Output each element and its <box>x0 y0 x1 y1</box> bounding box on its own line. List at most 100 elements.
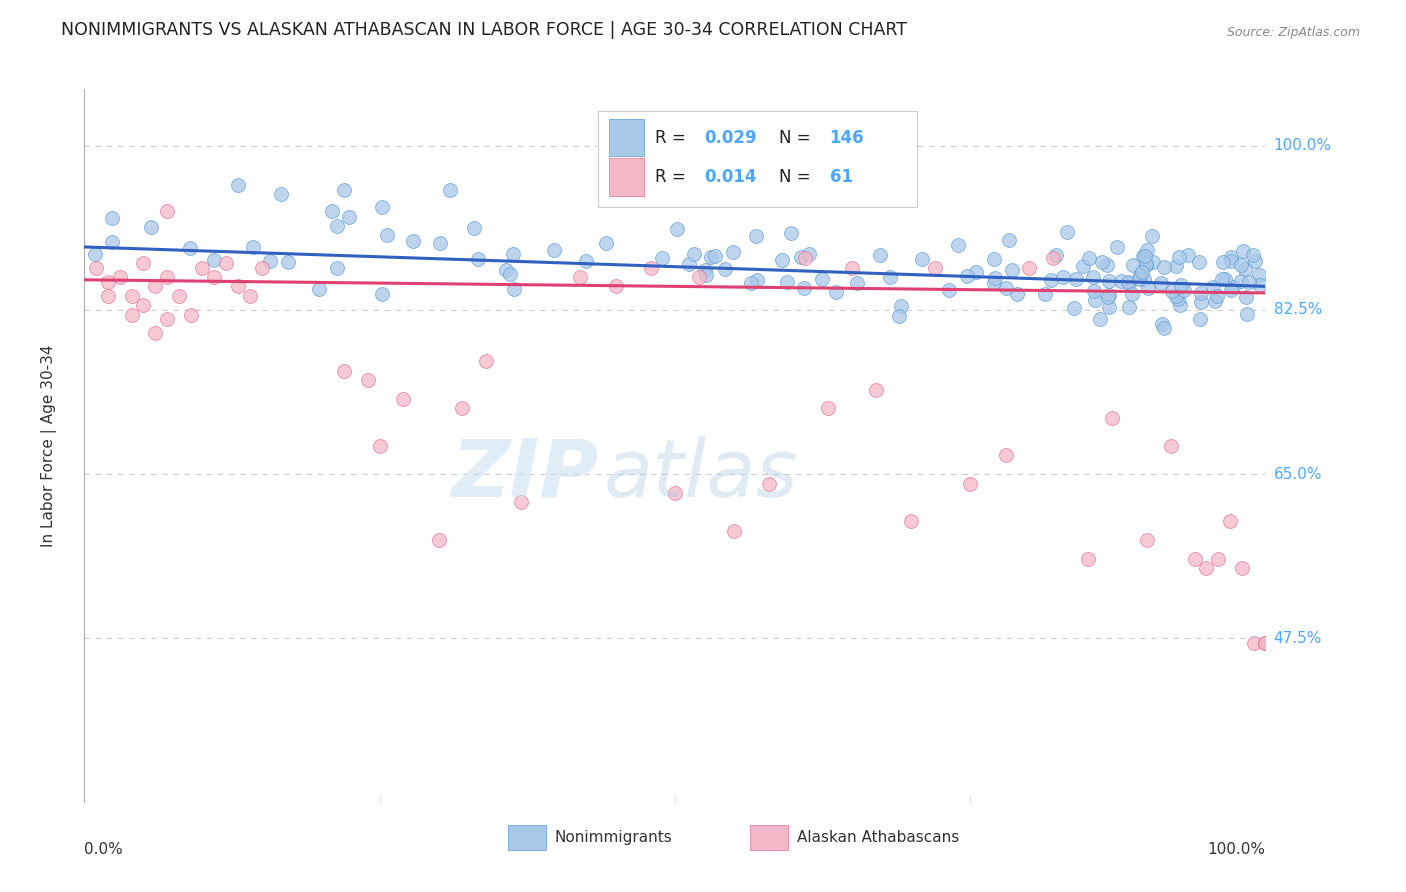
Point <box>889 310 911 324</box>
Point <box>333 364 356 378</box>
Text: 47.5%: 47.5% <box>1274 631 1322 646</box>
Point <box>745 228 768 243</box>
Text: In Labor Force | Age 30-34: In Labor Force | Age 30-34 <box>41 344 56 548</box>
Point <box>793 251 815 265</box>
Point <box>463 220 485 235</box>
Point <box>1222 279 1244 293</box>
Point <box>84 260 107 275</box>
Point <box>1018 260 1040 275</box>
Point <box>890 299 912 313</box>
Point <box>499 267 522 281</box>
Point <box>502 247 524 261</box>
Point <box>277 254 299 268</box>
Point <box>946 238 969 252</box>
Point <box>121 308 143 322</box>
Point <box>215 256 238 270</box>
Point <box>1206 551 1229 566</box>
Point <box>97 275 120 289</box>
Point <box>143 326 166 341</box>
Point <box>101 211 124 226</box>
Point <box>1135 257 1157 271</box>
Point <box>1237 275 1260 289</box>
Point <box>337 211 360 225</box>
Text: Source: ZipAtlas.com: Source: ZipAtlas.com <box>1227 26 1360 39</box>
Point <box>543 243 565 257</box>
Point <box>700 250 723 264</box>
Point <box>368 439 391 453</box>
Point <box>1052 269 1074 284</box>
Point <box>1173 283 1195 297</box>
Point <box>1105 239 1128 253</box>
Point <box>959 476 981 491</box>
Point <box>793 281 815 295</box>
FancyBboxPatch shape <box>598 111 917 207</box>
Point <box>202 270 225 285</box>
Point <box>1206 289 1229 303</box>
Point <box>1254 636 1277 650</box>
Text: ZIP: ZIP <box>451 435 598 514</box>
Point <box>1098 301 1121 315</box>
Point <box>1152 317 1174 331</box>
Point <box>1083 285 1105 299</box>
Point <box>1091 255 1114 269</box>
Point <box>865 383 887 397</box>
Point <box>202 252 225 267</box>
Point <box>1232 244 1254 258</box>
Point <box>938 283 960 297</box>
Point <box>1249 278 1271 293</box>
Point <box>1007 287 1029 301</box>
Point <box>1136 533 1159 547</box>
Point <box>1042 251 1064 265</box>
Point <box>1160 439 1182 453</box>
Point <box>1135 258 1157 272</box>
FancyBboxPatch shape <box>609 159 644 195</box>
Point <box>1098 288 1121 302</box>
Point <box>402 234 425 248</box>
Point <box>250 260 273 275</box>
Point <box>83 246 105 260</box>
Point <box>721 244 744 259</box>
Point <box>1213 272 1236 286</box>
Point <box>239 289 262 303</box>
Point <box>640 260 662 275</box>
Point <box>1153 260 1175 274</box>
Point <box>510 495 533 509</box>
Point <box>1122 259 1144 273</box>
Point <box>357 373 380 387</box>
Point <box>325 219 347 234</box>
Point <box>1229 258 1251 272</box>
Point <box>226 178 249 192</box>
Point <box>1220 283 1243 297</box>
Point <box>965 265 987 279</box>
Text: atlas: atlas <box>605 435 799 514</box>
Point <box>869 248 891 262</box>
Point <box>1084 293 1107 307</box>
Point <box>984 271 1007 285</box>
Point <box>664 486 686 500</box>
Point <box>1150 277 1173 291</box>
Point <box>451 401 474 416</box>
Point <box>1001 263 1024 277</box>
Point <box>1098 274 1121 288</box>
Point <box>308 282 330 296</box>
Point <box>1121 286 1143 301</box>
Point <box>427 533 450 547</box>
Point <box>132 256 155 270</box>
Point <box>1234 262 1257 277</box>
Text: 0.0%: 0.0% <box>84 842 124 857</box>
Point <box>1116 275 1139 289</box>
Point <box>1118 300 1140 314</box>
Point <box>1212 255 1234 269</box>
Point <box>139 219 162 234</box>
Point <box>371 286 394 301</box>
Point <box>1234 290 1257 304</box>
Point <box>1033 287 1056 301</box>
Point <box>1097 290 1119 304</box>
Text: 61: 61 <box>830 168 852 186</box>
Point <box>371 200 394 214</box>
Point <box>1219 514 1241 528</box>
Point <box>1189 294 1212 309</box>
Point <box>156 312 179 326</box>
Point <box>242 240 264 254</box>
Point <box>495 262 517 277</box>
